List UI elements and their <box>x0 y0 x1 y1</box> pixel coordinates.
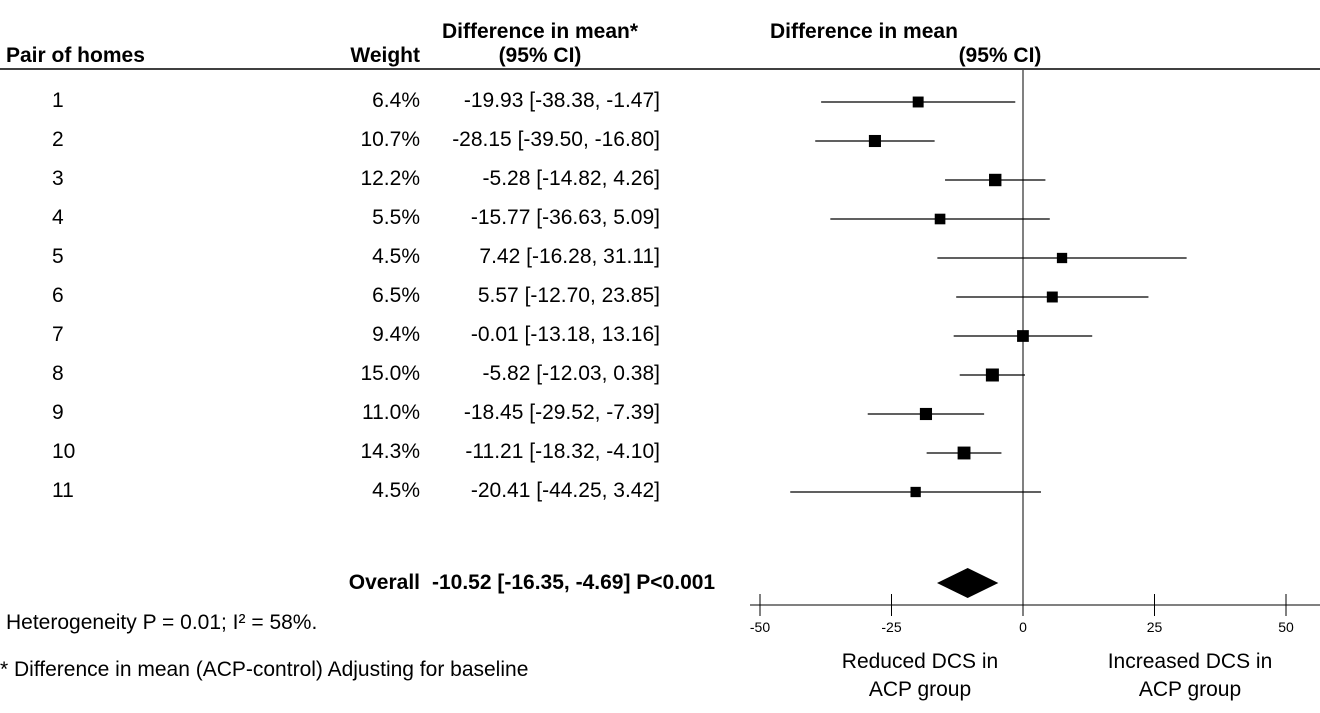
header-plot-line1: Difference in mean <box>770 20 958 43</box>
study-weight: 4.5% <box>372 245 420 268</box>
study-weight: 15.0% <box>360 362 420 385</box>
study-weight: 12.2% <box>360 167 420 190</box>
study-label: 7 <box>52 323 64 346</box>
study-label: 11 <box>52 479 74 502</box>
study-label: 1 <box>52 89 64 112</box>
study-weight: 6.5% <box>372 284 420 307</box>
header-weight: Weight <box>350 44 420 67</box>
x-axis-tick-label: 25 <box>1147 619 1163 635</box>
x-axis-tick-label: 50 <box>1278 619 1294 635</box>
x-axis-tick-label: -50 <box>750 619 770 635</box>
point-estimate <box>934 213 946 225</box>
study-ci-text: -20.41 [-44.25, 3.42] <box>470 479 660 502</box>
header-plot-line2: (95% CI) <box>958 44 1042 67</box>
footnote-text: * Difference in mean (ACP-control) Adjus… <box>0 658 529 681</box>
point-estimate <box>868 134 881 148</box>
study-ci-text: -11.21 [-18.32, -4.10] <box>465 440 660 463</box>
header-ci-line1: Difference in mean* <box>441 20 639 43</box>
axis-label-right-line2: ACP group <box>1138 678 1242 701</box>
study-label: 8 <box>52 362 64 385</box>
study-label: 3 <box>52 167 64 190</box>
study-ci-text: -5.28 [-14.82, 4.26] <box>482 167 660 190</box>
study-ci-text: 7.42 [-16.28, 31.11] <box>479 245 660 268</box>
study-weight: 4.5% <box>372 479 420 502</box>
header-ci-line2: (95% CI) <box>498 44 582 67</box>
study-label: 6 <box>52 284 64 307</box>
study-weight: 5.5% <box>372 206 420 229</box>
study-weight: 14.3% <box>360 440 420 463</box>
study-ci-text: -5.82 [-12.03, 0.38] <box>482 362 660 385</box>
point-estimate <box>985 368 999 382</box>
point-estimate <box>912 96 924 108</box>
study-weight: 11.0% <box>362 401 420 424</box>
study-ci-text: -28.15 [-39.50, -16.80] <box>452 128 660 151</box>
point-estimate <box>989 173 1002 187</box>
axis-label-right-line1: Increased DCS in <box>1107 650 1273 673</box>
study-weight: 6.4% <box>372 89 420 112</box>
study-label: 2 <box>52 128 64 151</box>
study-weight: 10.7% <box>360 128 420 151</box>
study-label: 10 <box>52 440 76 463</box>
point-estimate <box>910 486 921 498</box>
study-label: 5 <box>52 245 64 268</box>
header-study: Pair of homes <box>6 44 145 67</box>
study-label: 4 <box>52 206 64 229</box>
point-estimate <box>1046 291 1058 303</box>
study-ci-text: -15.77 [-36.63, 5.09] <box>470 206 660 229</box>
study-weight: 9.4% <box>372 323 420 346</box>
point-estimate <box>957 446 971 460</box>
point-estimate <box>919 407 933 421</box>
study-ci-text: 5.57 [-12.70, 23.85] <box>477 284 660 307</box>
heterogeneity-text: Heterogeneity P = 0.01; I² = 58%. <box>6 611 318 634</box>
axis-label-left-line2: ACP group <box>868 678 972 701</box>
study-ci-text: -18.45 [-29.52, -7.39] <box>463 401 660 424</box>
study-label: 9 <box>52 401 64 424</box>
x-axis-tick-label: 0 <box>1019 619 1027 635</box>
overall-label: Overall <box>348 571 420 594</box>
axis-label-left-line1: Reduced DCS in <box>841 650 999 673</box>
point-estimate <box>1056 252 1068 264</box>
study-ci-text: -19.93 [-38.38, -1.47] <box>463 89 660 112</box>
overall-ci-text: -10.52 [-16.35, -4.69] P<0.001 <box>432 571 716 594</box>
overall-diamond <box>936 568 999 598</box>
point-estimate <box>1017 330 1029 342</box>
x-axis-tick-label: -25 <box>881 619 901 635</box>
study-ci-text: -0.01 [-13.18, 13.16] <box>470 323 660 346</box>
